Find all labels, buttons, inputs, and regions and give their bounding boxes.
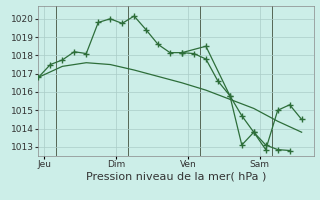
X-axis label: Pression niveau de la mer( hPa ): Pression niveau de la mer( hPa ) <box>86 172 266 182</box>
